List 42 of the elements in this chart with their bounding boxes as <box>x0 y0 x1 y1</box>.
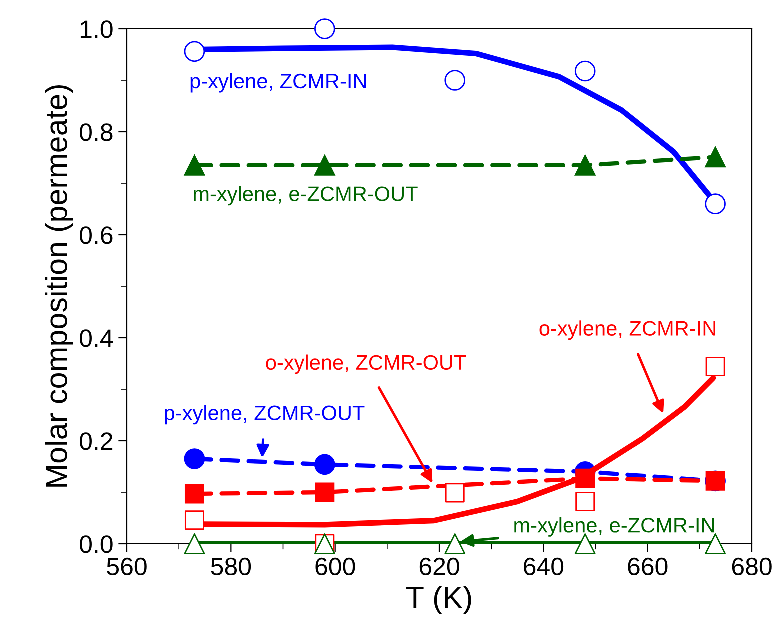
point <box>184 534 206 554</box>
point <box>705 146 726 168</box>
y-axis-title: Molar composition (permeate) <box>45 85 74 487</box>
x-tick-label: 680 <box>732 558 772 576</box>
annotation: o-xylene, ZCMR-IN <box>540 320 716 340</box>
annotation: m-xylene, e-ZCMR-OUT <box>194 186 418 206</box>
point <box>184 41 206 62</box>
annotation: p-xylene, ZCMR-IN <box>190 73 366 93</box>
point <box>314 454 336 476</box>
y-tick-label: 0.4 <box>80 330 114 348</box>
point <box>315 482 335 502</box>
point <box>574 155 596 176</box>
point <box>184 484 204 504</box>
point <box>184 155 206 176</box>
point <box>184 510 204 530</box>
point <box>314 155 336 176</box>
point <box>314 18 336 40</box>
point <box>184 448 206 470</box>
x-axis-title: T (K) <box>406 586 472 615</box>
point <box>705 534 726 554</box>
x-tick-label: 560 <box>107 558 147 576</box>
x-tick-label: 620 <box>420 558 460 576</box>
annotation: o-xylene, ZCMR-OUT <box>266 354 466 374</box>
point <box>576 468 596 488</box>
y-tick-label: 0.2 <box>80 432 113 450</box>
point <box>444 534 466 554</box>
x-tick-label: 580 <box>211 558 252 576</box>
annotation: p-xylene, ZCMR-OUT <box>165 405 365 425</box>
x-tick-label: 660 <box>628 558 668 576</box>
y-tick-label: 0.8 <box>80 124 113 142</box>
y-tick-label: 1.0 <box>80 20 113 38</box>
point <box>444 70 466 91</box>
point <box>576 492 596 512</box>
point <box>574 60 596 82</box>
point <box>706 357 726 377</box>
x-tick-label: 640 <box>524 558 564 576</box>
y-tick-label: 0.6 <box>80 226 113 244</box>
annotation: m-xylene, e-ZCMR-IN <box>514 518 714 537</box>
point <box>445 483 465 503</box>
point <box>705 194 726 215</box>
x-tick-label: 600 <box>316 558 356 576</box>
y-tick-label: 0.0 <box>80 536 113 554</box>
